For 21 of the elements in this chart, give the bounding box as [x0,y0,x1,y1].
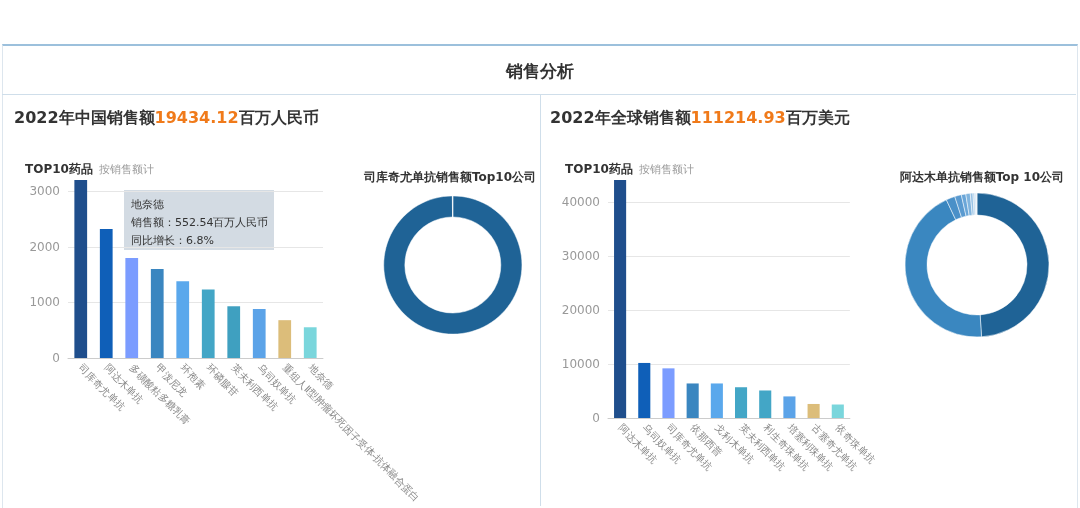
y-tick-label: 1000 [29,295,60,310]
chart-title: 阿达木单抗销售额Top 10公司 [899,170,1065,184]
chart-title: TOP10药品 [565,162,633,176]
text: 销售分析 [506,61,574,81]
y-tick-label: 10000 [561,357,600,372]
text: 2022年中国销售额19434.12百万人民币 [14,108,319,127]
y-tick-label: 20000 [561,303,600,318]
chart-subtitle: 按销售额计 [639,163,694,176]
annotation: 销售额：552.54百万人民币 [130,215,269,229]
y-tick-label: 30000 [561,249,600,264]
y-tick-label: 0 [592,411,600,425]
chart-subtitle: 按销售额计 [99,163,154,176]
chart-title: TOP10药品 [25,162,93,176]
text: 2022年全球销售额111214.93百万美元 [550,108,850,127]
y-tick-label: 0 [52,351,60,365]
annotation: 同比增长：6.8% [131,233,214,247]
y-tick-label: 3000 [29,184,60,199]
annotation: 地奈德 [130,197,164,211]
y-tick-label: 40000 [561,195,600,210]
chart-title: 司库奇尤单抗销售额Top10公司 [362,170,536,184]
y-tick-label: 2000 [29,239,60,254]
